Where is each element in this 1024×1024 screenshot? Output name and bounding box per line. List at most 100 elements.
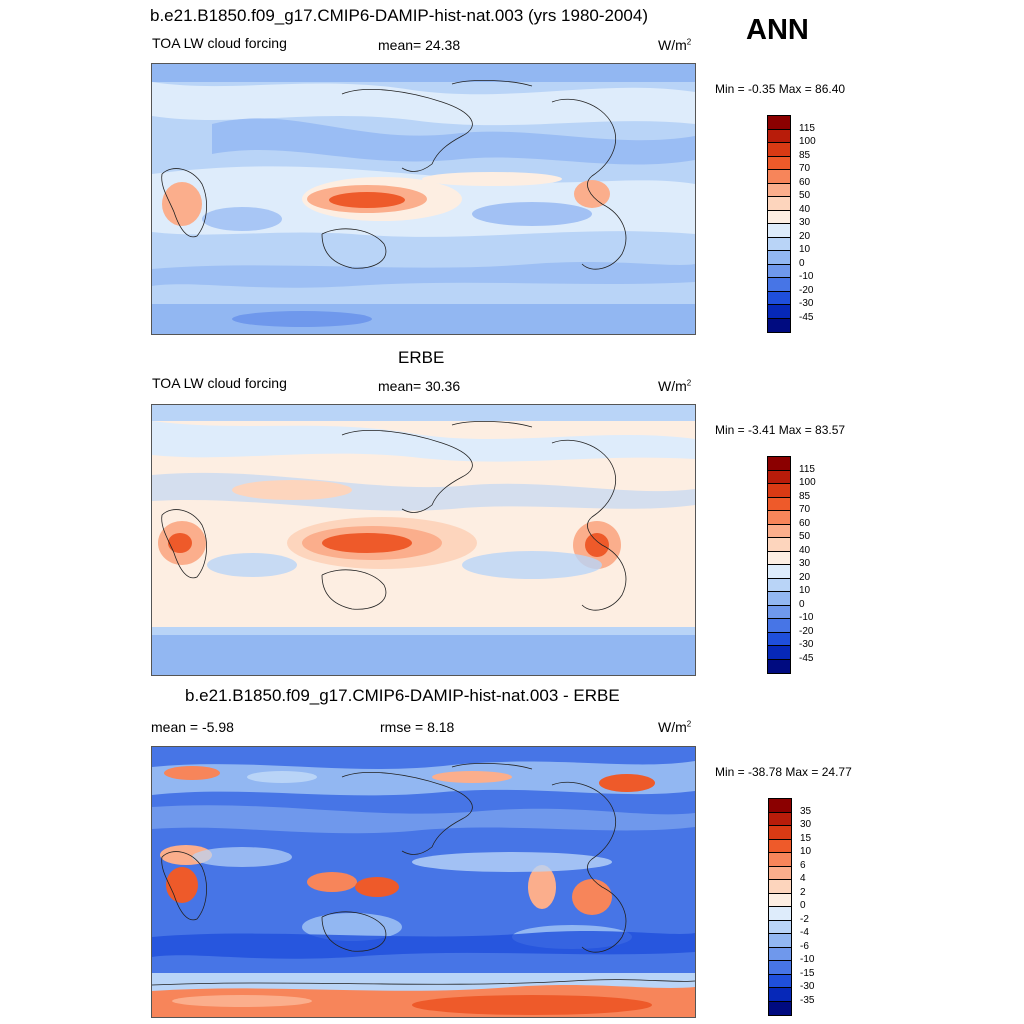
- panel2-mean-label: mean= 30.36: [378, 378, 461, 394]
- panel1-colorbar-label: 115: [799, 122, 815, 134]
- panel2-colorbar-label: 115: [799, 463, 815, 475]
- panel3-rmse-label: rmse = 8.18: [380, 719, 455, 735]
- panel3-colorbar-swatches: [768, 798, 792, 1016]
- panel1-colorbar-label: 70: [799, 163, 811, 174]
- panel1-colorbar-swatch: [768, 237, 790, 251]
- panel3-colorbar-swatch: [769, 866, 791, 880]
- panel1-colorbar-swatch: [768, 224, 790, 238]
- panel3-colorbar-swatch: [769, 907, 791, 921]
- panel3-colorbar-swatch: [769, 1001, 791, 1015]
- panel2-colorbar-label: -20: [799, 625, 814, 637]
- panel1-colorbar-label: 10: [799, 244, 811, 255]
- panel2-minmax: Min = -3.41 Max = 83.57: [715, 423, 846, 437]
- panel3-colorbar-label: 35: [800, 805, 812, 817]
- panel1-colorbar-swatch: [768, 156, 790, 170]
- panel2-colorbar-swatch: [768, 538, 790, 552]
- panel2-colorbar-label: 30: [799, 558, 811, 569]
- panel2-colorbar-swatch: [768, 457, 790, 471]
- panel1-colorbar-label: 50: [799, 190, 811, 201]
- panel3-colorbar-label: 2: [800, 886, 806, 898]
- panel2-colorbar-swatch: [768, 592, 790, 606]
- panel1-colorbar-swatch: [768, 183, 790, 197]
- panel1-colorbar-swatch: [768, 143, 790, 157]
- panel3-minmax: Min = -38.78 Max = 24.77: [715, 765, 852, 779]
- panel3-colorbar-swatch: [769, 893, 791, 907]
- panel1-colorbar-swatch: [768, 305, 790, 319]
- panel1-minmax: Min = -0.35 Max = 86.40: [715, 82, 846, 96]
- panel2-colorbar-swatch: [768, 578, 790, 592]
- panel3-colorbar: 35 30 15 10 6 4 2 0 -2 -4 -6 -10 -15 -30 -35: [768, 798, 848, 1016]
- panel1-title: b.e21.B1850.f09_g17.CMIP6-DAMIP-hist-nat…: [150, 6, 648, 25]
- panel3-colorbar-label: -6: [800, 940, 809, 952]
- panel2-colorbar-label: 0: [799, 598, 805, 610]
- panel3-colorbar-swatch: [769, 826, 791, 840]
- panel2-colorbar-label: 70: [799, 504, 811, 515]
- panel3-colorbar-label: 0: [800, 900, 806, 911]
- panel1-colorbar-swatch: [768, 116, 790, 130]
- panel1-colorbar-swatch: [768, 291, 790, 305]
- panel1-colorbar-swatch: [768, 210, 790, 224]
- panel3-colorbar-label: -10: [800, 954, 815, 965]
- panel1-colorbar-label: 85: [799, 149, 811, 161]
- panel3-colorbar-swatch: [769, 799, 791, 813]
- panel3-colorbar-swatch: [769, 934, 791, 948]
- panel1-colorbar-swatch: [768, 318, 790, 332]
- panel1-colorbar-label: 100: [799, 136, 816, 147]
- panel2-units-label: W/m2: [658, 378, 692, 394]
- panel2-colorbar-label: 50: [799, 531, 811, 542]
- panel2-colorbar-swatch: [768, 524, 790, 538]
- panel2-colorbar-swatch: [768, 551, 790, 565]
- panel3-title: b.e21.B1850.f09_g17.CMIP6-DAMIP-hist-nat…: [185, 686, 620, 705]
- panel1-map: [151, 63, 696, 335]
- panel2-colorbar-swatch: [768, 511, 790, 525]
- panel2-colorbar-label: 10: [799, 585, 811, 596]
- panel3-colorbar-label: 15: [800, 832, 812, 844]
- panel1-colorbar-swatch: [768, 170, 790, 184]
- panel3-mean-label: mean = -5.98: [151, 719, 234, 735]
- panel3-colorbar-swatch: [769, 853, 791, 867]
- panel1-colorbar-label: 30: [799, 217, 811, 228]
- panel3-colorbar-label: 6: [800, 859, 806, 871]
- panel2-colorbar-label: 20: [799, 571, 811, 583]
- panel3-colorbar-label: 30: [800, 819, 812, 830]
- panel1-mean-label: mean= 24.38: [378, 37, 461, 53]
- panel3-colorbar-swatch: [769, 812, 791, 826]
- panel3-colorbar-label: -30: [800, 981, 815, 992]
- panel3-units-label: W/m2: [658, 719, 692, 735]
- panel3-colorbar-label: -4: [800, 927, 809, 938]
- panel1-colorbar-swatch: [768, 278, 790, 292]
- panel1-colorbar-label: 20: [799, 230, 811, 242]
- panel2-colorbar-label: 40: [799, 544, 811, 556]
- panel2-colorbar-swatch: [768, 632, 790, 646]
- panel2-colorbar-label: 100: [799, 477, 816, 488]
- panel3-colorbar-label: 10: [800, 846, 812, 857]
- panel2-map: [151, 404, 696, 676]
- panel2-title: ERBE: [398, 348, 445, 367]
- panel3-colorbar-swatch: [769, 974, 791, 988]
- panel3-colorbar-swatch: [769, 947, 791, 961]
- panel3-colorbar-label: 4: [800, 873, 806, 884]
- panel2-colorbar-swatches: [767, 456, 791, 674]
- panel1-colorbar-label: -10: [799, 271, 814, 282]
- panel3-colorbar-label: -2: [800, 913, 809, 925]
- panel2-colorbar-label: -30: [799, 639, 814, 650]
- panel2-colorbar-swatch: [768, 659, 790, 673]
- panel1-colorbar: 115 100 85 70 60 50 40 30 20 10 0 -10 -20 -30 -45: [767, 115, 847, 333]
- panel2-colorbar-label: -10: [799, 612, 814, 623]
- panel2-colorbar-swatch: [768, 646, 790, 660]
- panel3-colorbar-swatch: [769, 961, 791, 975]
- panel2-colorbar-swatch: [768, 619, 790, 633]
- season-label: ANN: [746, 14, 809, 46]
- panel1-colorbar-label: 40: [799, 203, 811, 215]
- panel2-colorbar-swatch: [768, 470, 790, 484]
- panel2-colorbar: 115 100 85 70 60 50 40 30 20 10 0 -10 -20 -30 -45: [767, 456, 847, 674]
- panel1-colorbar-swatch: [768, 264, 790, 278]
- panel3-colorbar-swatch: [769, 988, 791, 1002]
- panel1-colorbar-label: 0: [799, 257, 805, 269]
- panel1-colorbar-label: -30: [799, 298, 814, 309]
- panel2-colorbar-label: 85: [799, 490, 811, 502]
- panel1-units-label: W/m2: [658, 37, 692, 53]
- panel3-colorbar-swatch: [769, 920, 791, 934]
- panel2-colorbar-swatch: [768, 484, 790, 498]
- panel1-colorbar-label: 60: [799, 176, 811, 188]
